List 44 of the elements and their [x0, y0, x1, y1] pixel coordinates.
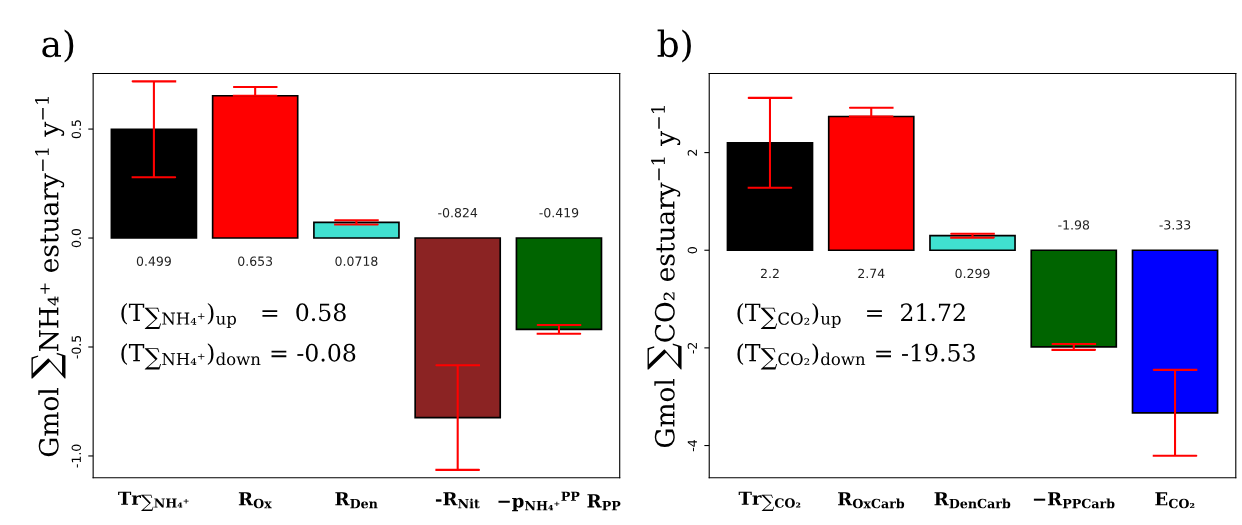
x-tick-label: R$_{DenCarb}$ [934, 492, 1011, 509]
text: (T$_{∑CO₂}$)$_{up}$ = 21.72 [737, 302, 965, 330]
bar [313, 221, 400, 239]
text: (T$_{∑NH₄⁺}$)$_{up}$ = 0.58 [121, 302, 346, 330]
data-label: 2.74 [858, 268, 885, 278]
x-tick-label: R$_{Den}$ [335, 492, 378, 509]
data-label: 2.2 [760, 268, 779, 278]
y-axis-title: Gmol ∑CO₂ estuary$^{−1}$ y$^{−1}$ [647, 106, 682, 448]
data-label: -0.419 [539, 207, 579, 218]
x-tick-label: R$_{Ox}$ [238, 492, 272, 509]
y-tick-label: -4 [687, 440, 697, 452]
data-label: -3.33 [1159, 220, 1191, 230]
data-label: 0.0718 [335, 256, 378, 266]
y-axis-title: Gmol ∑NH₄⁺ estuary$^{−1}$ y$^{−1}$ [31, 96, 66, 457]
bar [1131, 249, 1219, 414]
x-tick-label: −p$_{NH₄⁺}$$^{PP}$ R$_{PP}$ [498, 491, 621, 512]
y-tick-label: -1.0 [71, 444, 82, 468]
x-tick-label: Tr$_{∑NH₄⁺}$ [118, 491, 189, 512]
data-label: 0.499 [136, 256, 171, 266]
x-tick-label: R$_{OxCarb}$ [838, 492, 905, 509]
annotation: (T$_{∑CO₂}$)$_{down}$ = -19.53 [737, 343, 975, 370]
chart-title: a) [42, 29, 74, 63]
bar [414, 237, 502, 419]
bar [515, 237, 603, 331]
bar [929, 234, 1016, 252]
bar [1030, 249, 1118, 348]
data-label: 0.653 [238, 256, 273, 266]
y-tick-label: 2 [687, 149, 697, 156]
y-tick-label: -2 [687, 342, 697, 354]
x-tick-label: -R$_{Nit}$ [435, 492, 480, 509]
y-tick-label: -0.5 [71, 335, 82, 359]
data-label: -1.98 [1058, 220, 1090, 230]
data-label: -0.824 [438, 207, 478, 218]
y-tick-label: 0 [687, 247, 698, 254]
bar [726, 141, 814, 252]
y-tick-label: 0.5 [71, 120, 82, 139]
x-tick-label: −R$_{PPCarb}$ [1033, 492, 1115, 509]
x-tick-label: Tr$_{∑CO₂}$ [738, 491, 801, 512]
y-tick-label: 0.0 [71, 228, 82, 248]
annotation: (T$_{∑NH₄⁺}$)$_{down}$ = -0.08 [121, 343, 356, 370]
bar [110, 128, 198, 239]
x-tick-label: E$_{CO₂}$ [1155, 492, 1195, 509]
data-label: 0.299 [955, 268, 990, 279]
chart-title: b) [657, 29, 691, 63]
